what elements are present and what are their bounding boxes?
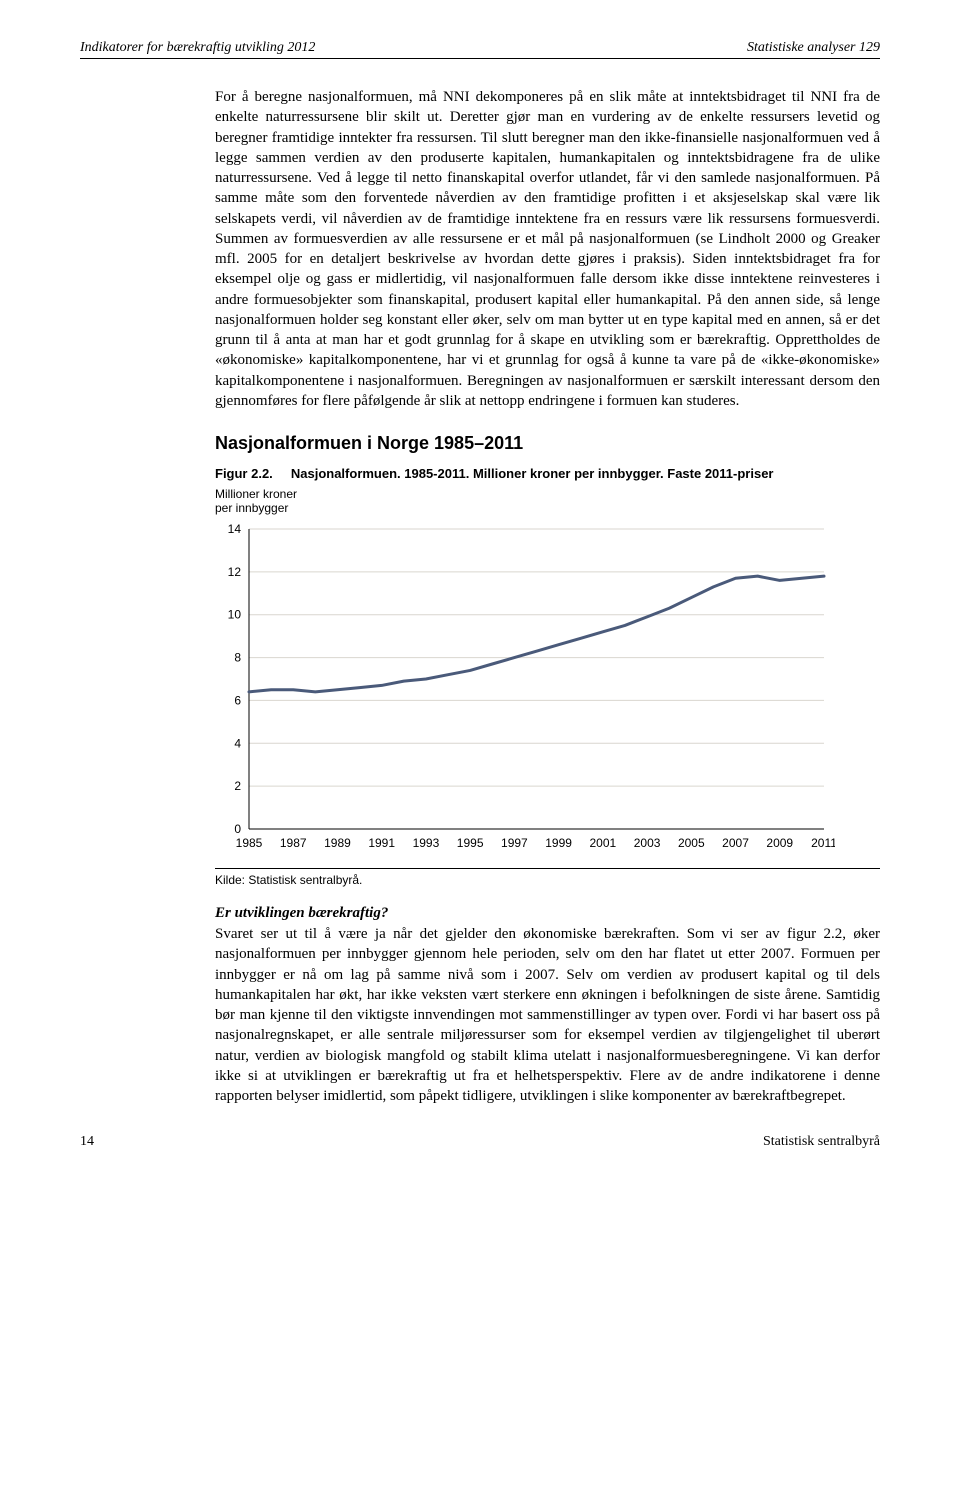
page-container: Indikatorer for bærekraftig utvikling 20… <box>0 0 960 1180</box>
svg-text:8: 8 <box>234 651 241 665</box>
figure-caption-label: Figur 2.2. <box>215 466 273 481</box>
figure-caption: Figur 2.2. Nasjonalformuen. 1985-2011. M… <box>215 466 880 481</box>
svg-text:0: 0 <box>234 822 241 836</box>
chart-container: Millioner kroner per innbygger 0 2 4 6 8 10 12… <box>215 487 880 864</box>
svg-text:1997: 1997 <box>501 836 528 850</box>
svg-text:1985: 1985 <box>236 836 263 850</box>
y-axis-label: Millioner kroner per innbygger <box>215 487 880 515</box>
line-chart: 0 2 4 6 8 10 12 14 1985 1987 1989 1991 1993 1995 1997 1… <box>215 519 835 859</box>
section-heading: Nasjonalformuen i Norge 1985–2011 <box>215 433 880 454</box>
svg-text:14: 14 <box>228 522 242 536</box>
page-footer: 14 Statistisk sentralbyrå <box>80 1134 880 1150</box>
svg-text:2003: 2003 <box>634 836 661 850</box>
svg-text:6: 6 <box>234 693 241 707</box>
chart-source: Kilde: Statistisk sentralbyrå. <box>215 868 880 887</box>
footer-page-number: 14 <box>80 1134 94 1150</box>
svg-text:2001: 2001 <box>589 836 616 850</box>
svg-text:1987: 1987 <box>280 836 307 850</box>
svg-text:2009: 2009 <box>766 836 793 850</box>
y-axis-label-line2: per innbygger <box>215 501 288 515</box>
svg-text:12: 12 <box>228 565 242 579</box>
svg-text:1999: 1999 <box>545 836 572 850</box>
svg-text:10: 10 <box>228 608 242 622</box>
svg-text:1991: 1991 <box>368 836 395 850</box>
svg-text:4: 4 <box>234 736 241 750</box>
svg-text:2005: 2005 <box>678 836 705 850</box>
svg-text:2: 2 <box>234 779 241 793</box>
paragraph-main: For å beregne nasjonalformuen, må NNI de… <box>215 87 880 411</box>
header-right: Statistiske analyser 129 <box>747 40 880 56</box>
svg-text:1995: 1995 <box>457 836 484 850</box>
page-header: Indikatorer for bærekraftig utvikling 20… <box>80 40 880 59</box>
paragraph-second: Svaret ser ut til å være ja når det gjel… <box>215 924 880 1106</box>
figure-caption-text: Nasjonalformuen. 1985-2011. Millioner kr… <box>291 466 774 481</box>
y-axis-label-line1: Millioner kroner <box>215 487 297 501</box>
svg-text:1993: 1993 <box>413 836 440 850</box>
svg-text:2011: 2011 <box>811 836 835 850</box>
svg-text:1989: 1989 <box>324 836 351 850</box>
subheading-italic: Er utviklingen bærekraftig? <box>215 905 880 922</box>
header-left: Indikatorer for bærekraftig utvikling 20… <box>80 40 315 56</box>
svg-text:2007: 2007 <box>722 836 749 850</box>
footer-right: Statistisk sentralbyrå <box>763 1134 880 1150</box>
